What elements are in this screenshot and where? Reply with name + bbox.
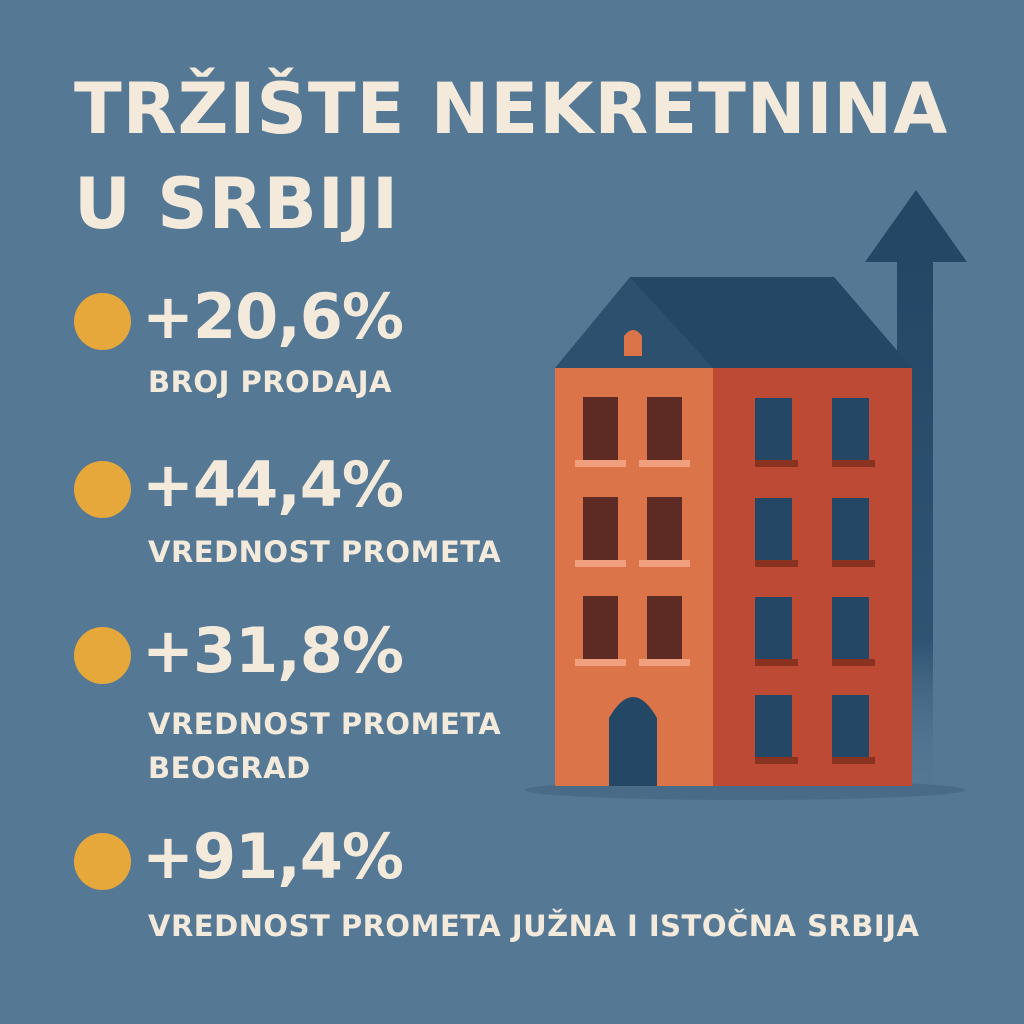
stat-label: VREDNOST PROMETA BEOGRAD [148,702,501,790]
building-side-facade [713,368,912,786]
stat-label-line: BEOGRAD [148,751,311,785]
apartment-building-icon [555,277,912,786]
stat-label-line: VREDNOST PROMETA [148,535,502,569]
stat-value: +91,4% [142,820,404,893]
stat-value: +31,8% [142,614,404,687]
stat-label: VREDNOST PROMETA JUŽNA I ISTOČNA SRBIJA [148,904,919,948]
stat-label-line: VREDNOST PROMETA JUŽNA I ISTOČNA SRBIJA [148,909,920,943]
stat-label: BROJ PRODAJA [148,360,392,404]
stat-label-line: VREDNOST PROMETA [148,707,502,741]
front-windows [575,397,690,666]
page-title: TRŽIŠTE NEKRETNINA U SRBIJI [74,62,948,252]
title-line-2: U SRBIJI [74,163,400,245]
building-illustration [525,190,967,802]
stat-label: VREDNOST PROMETA [148,530,501,574]
bullet-dot-icon [74,461,131,518]
bullet-dot-icon [74,833,131,890]
stat-label-line: BROJ PRODAJA [148,365,392,399]
bullet-dot-icon [74,293,131,350]
stat-value: +44,4% [142,448,404,521]
side-windows [755,398,875,764]
entrance-door [609,697,657,786]
title-line-1: TRŽIŠTE NEKRETNINA [74,68,949,150]
dormer-window [624,330,642,356]
bullet-dot-icon [74,627,131,684]
stat-value: +20,6% [142,280,404,353]
